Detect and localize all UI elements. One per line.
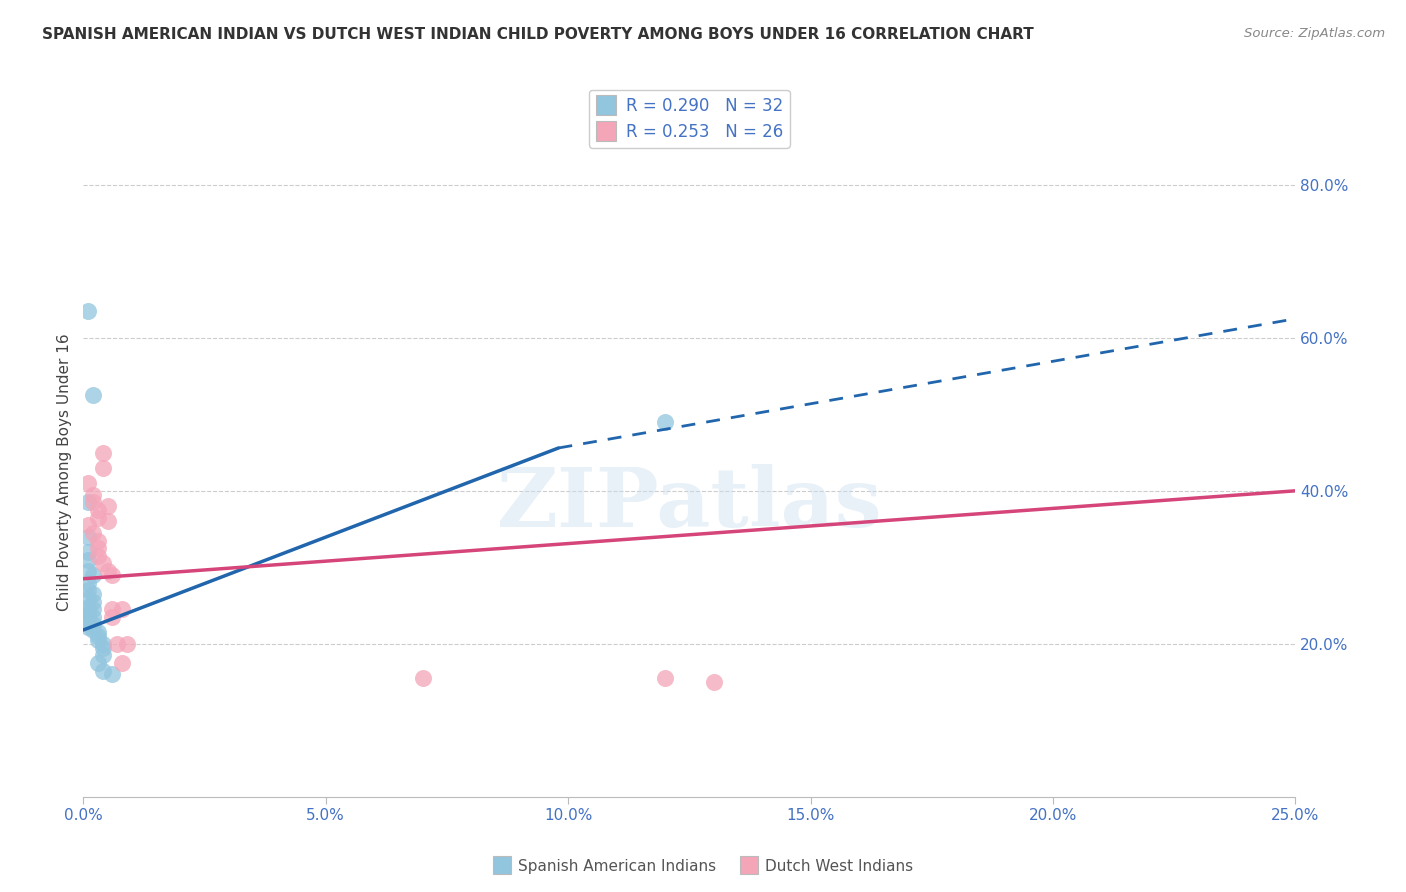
Point (91, 445, 114, 459)
Point (111, 602, 134, 616)
Point (77, 600, 100, 615)
Point (105, 637, 128, 651)
Point (101, 568, 124, 582)
Point (77, 530, 100, 544)
Text: Source: ZipAtlas.com: Source: ZipAtlas.com (1244, 27, 1385, 40)
Point (77, 518, 100, 533)
Point (77, 552, 100, 566)
Point (82, 568, 104, 582)
Point (82, 595, 104, 609)
Point (82, 616, 104, 631)
Point (96, 499, 118, 513)
Text: ZIPatlas: ZIPatlas (496, 464, 882, 544)
Point (77, 575, 100, 590)
Point (82, 488, 104, 502)
Point (82, 388, 104, 402)
Point (101, 667, 124, 681)
Point (77, 564, 100, 578)
Point (87, 656, 110, 670)
Point (77, 476, 100, 491)
Point (703, 675, 725, 690)
Point (87, 533, 110, 548)
Point (82, 610, 104, 624)
Point (77, 614, 100, 628)
Y-axis label: Child Poverty Among Boys Under 16: Child Poverty Among Boys Under 16 (58, 333, 72, 610)
Point (654, 671, 676, 685)
Point (82, 587, 104, 601)
Point (115, 637, 138, 651)
Text: SPANISH AMERICAN INDIAN VS DUTCH WEST INDIAN CHILD POVERTY AMONG BOYS UNDER 16 C: SPANISH AMERICAN INDIAN VS DUTCH WEST IN… (42, 27, 1033, 42)
Point (111, 656, 134, 670)
Point (87, 629, 110, 643)
Point (87, 503, 110, 517)
Point (82, 495, 104, 509)
Point (77, 304, 100, 318)
Point (91, 640, 114, 655)
Point (96, 515, 118, 529)
Point (654, 415, 676, 429)
Point (82, 623, 104, 637)
Legend: R = 0.290   N = 32, R = 0.253   N = 26: R = 0.290 N = 32, R = 0.253 N = 26 (589, 90, 790, 148)
Point (91, 648, 114, 663)
Point (77, 495, 100, 509)
Point (82, 602, 104, 616)
Point (77, 620, 100, 634)
Legend: Spanish American Indians, Dutch West Indians: Spanish American Indians, Dutch West Ind… (486, 853, 920, 880)
Point (91, 637, 114, 651)
Point (101, 602, 124, 616)
Point (77, 607, 100, 622)
Point (91, 664, 114, 678)
Point (96, 564, 118, 578)
Point (91, 557, 114, 571)
Point (87, 510, 110, 524)
Point (77, 545, 100, 559)
Point (82, 525, 104, 540)
Point (87, 625, 110, 640)
Point (77, 591, 100, 605)
Point (91, 461, 114, 475)
Point (77, 583, 100, 598)
Point (87, 549, 110, 563)
Point (412, 671, 434, 685)
Point (87, 632, 110, 647)
Point (87, 541, 110, 556)
Point (77, 605, 100, 619)
Point (101, 610, 124, 624)
